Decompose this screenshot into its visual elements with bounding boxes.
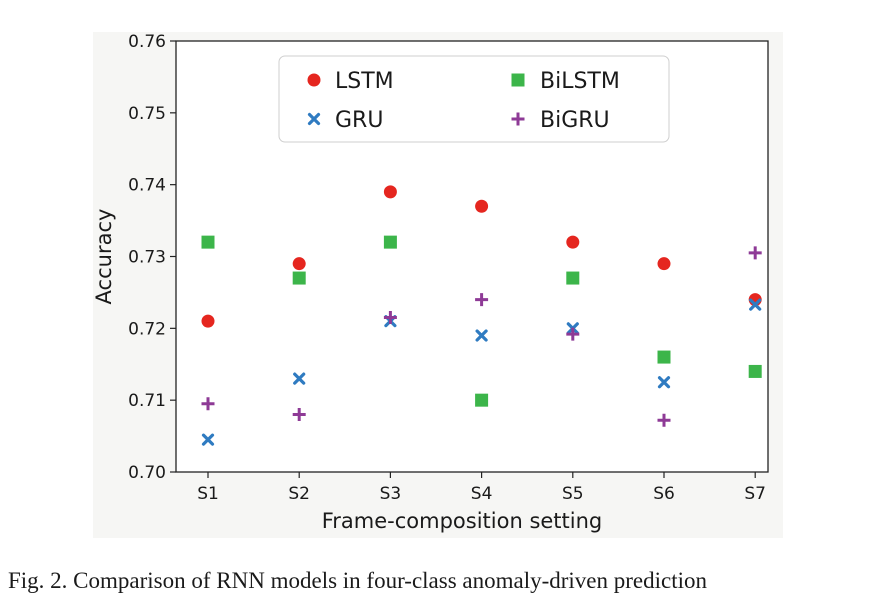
legend-label-bigru: BiGRU [540,108,610,133]
y-tick-label: 0.75 [128,104,166,124]
legend-marker-gru [307,112,321,126]
legend-label-gru: GRU [335,108,383,133]
y-tick-label: 0.74 [128,176,166,196]
point-bilstm [748,364,762,378]
legend-marker-lstm [307,73,321,87]
x-tick-label: S3 [380,484,402,504]
point-bigru [566,327,580,341]
point-gru [475,329,488,342]
point-gru [749,298,762,311]
y-tick-label: 0.70 [128,463,166,483]
point-bilstm [383,235,397,249]
legend-label-bilstm: BiLSTM [540,69,620,94]
legend-box [278,55,670,143]
x-tick-label: S7 [744,484,766,504]
point-bigru [657,413,671,427]
point-lstm [383,185,397,199]
point-bilstm [657,350,671,364]
point-lstm [566,235,580,249]
y-tick-label: 0.76 [128,32,166,52]
legend-marker-bigru [511,112,525,126]
x-tick-label: S4 [471,484,493,504]
legend-marker-bilstm [511,73,525,87]
scatter-chart: 0.70 0.71 0.72 0.73 0.74 0.75 0.76 S1 S2 S3 S4 S5 S6… [92,32,769,533]
x-tick-label: S1 [197,484,219,504]
point-lstm [657,257,671,271]
y-tick-label: 0.73 [128,248,166,268]
point-bilstm [292,271,306,285]
point-gru [293,372,306,385]
y-tick-label: 0.71 [128,391,166,411]
point-gru [657,376,671,389]
x-tick-label: S5 [562,484,584,504]
point-lstm [475,199,489,213]
point-bigru [748,246,762,260]
x-tick-label: S6 [653,484,675,504]
point-bigru [475,293,489,307]
point-lstm [292,257,306,271]
point-gru [201,433,215,446]
y-tick-label: 0.72 [128,319,166,339]
x-axis-label: Frame-composition setting [322,509,603,533]
legend-label-lstm: LSTM [335,69,394,94]
figure-caption: Fig. 2. Comparison of RNN models in four… [8,568,708,593]
point-bigru [292,408,306,422]
y-axis-label: Accuracy [92,209,116,305]
point-bilstm [566,271,580,285]
point-bilstm [201,235,215,249]
point-bigru [201,397,215,411]
point-lstm [201,314,215,328]
point-bigru [383,311,397,325]
x-tick-label: S2 [288,484,310,504]
point-bilstm [475,393,489,407]
